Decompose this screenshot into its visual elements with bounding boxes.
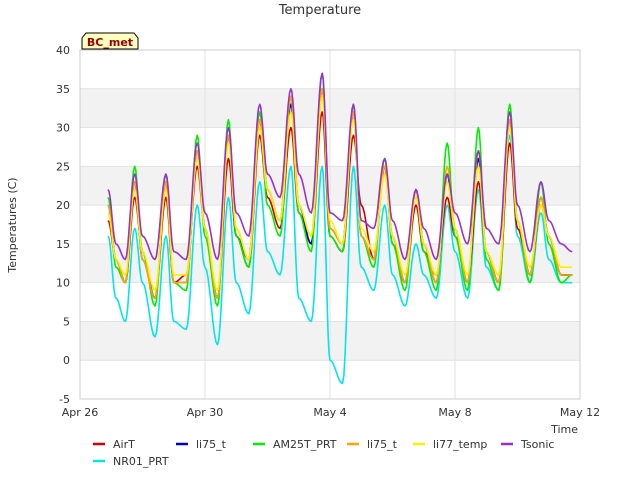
x-tick-label: Apr 26	[62, 406, 99, 419]
y-tick-label: 35	[56, 83, 70, 96]
y-tick-label: 40	[56, 44, 70, 57]
series-lines	[107, 72, 573, 385]
legend-label: li77_temp	[433, 438, 487, 451]
x-tick-label: May 12	[560, 406, 600, 419]
x-tick-label: May 8	[438, 406, 471, 419]
legend-label: li75_t	[367, 438, 398, 451]
series-line-tsonic	[107, 72, 573, 261]
y-tick-label: 5	[63, 315, 70, 328]
y-tick-labels: -5 0 5 10 15 20 25 30 35 40	[56, 44, 70, 406]
y-tick-label: 30	[56, 122, 70, 135]
legend-label: AirT	[113, 438, 135, 451]
y-tick-label: 10	[56, 277, 70, 290]
y-tick-label: 15	[56, 238, 70, 251]
y-axis-label: Temperatures (C)	[6, 177, 19, 273]
legend-label: AM25T_PRT	[273, 438, 337, 451]
series-line-am25t-prt	[107, 72, 573, 307]
series-line-li75-t	[107, 88, 573, 300]
x-axis-label: Time	[550, 423, 578, 436]
y-tick-label: -5	[59, 393, 70, 406]
chart-title: Temperature	[278, 3, 361, 18]
y-tick-label: 20	[56, 199, 70, 212]
legend-label: Tsonic	[520, 438, 554, 451]
series-line-li77-temp	[107, 95, 573, 292]
badge-shape	[81, 32, 139, 50]
series-line-nr01-prt	[107, 134, 573, 385]
badge-label: BC_met	[87, 36, 133, 49]
y-tick-label: 25	[56, 160, 70, 173]
station-badge: BC_met	[81, 32, 139, 50]
y-tick-label: 0	[63, 354, 70, 367]
x-tick-label: May 4	[313, 406, 346, 419]
plot-border	[79, 49, 581, 400]
x-tick-labels: Apr 26 Apr 30 May 4 May 8 May 12	[62, 406, 600, 419]
legend: AirT NR01_PRT li75_t AM25T_PRT li75_t li77_te…	[93, 438, 554, 468]
legend-label: NR01_PRT	[113, 455, 169, 468]
x-tick-label: Apr 30	[187, 406, 224, 419]
legend-label: li75_t	[196, 438, 227, 451]
